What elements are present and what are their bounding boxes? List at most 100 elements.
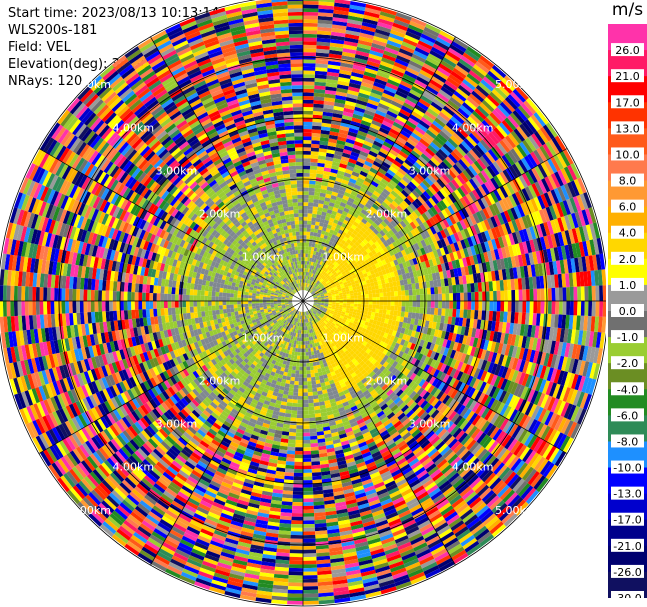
range-gate — [171, 301, 176, 308]
range-gate — [351, 284, 356, 288]
range-gate — [237, 307, 242, 312]
range-gate — [567, 164, 578, 181]
range-gate — [156, 293, 161, 301]
range-gate — [308, 187, 315, 192]
range-gate — [527, 153, 538, 168]
range-gate — [445, 183, 454, 194]
range-gate — [412, 257, 418, 265]
range-gate — [295, 154, 303, 159]
range-gate — [43, 301, 48, 315]
range-gate — [303, 187, 309, 192]
range-gate — [383, 263, 389, 270]
range-gate — [530, 151, 541, 166]
range-gate — [303, 161, 311, 166]
range-gate — [403, 267, 410, 274]
range-gate — [455, 259, 461, 269]
range-gate — [270, 302, 274, 305]
range-gate — [61, 301, 66, 314]
range-gate — [291, 88, 303, 93]
range-gate — [465, 167, 475, 179]
range-gate — [368, 290, 373, 295]
range-gate — [163, 293, 168, 301]
range-gate — [72, 301, 77, 314]
range-gate — [351, 274, 357, 279]
range-gate — [303, 224, 307, 228]
range-gate — [449, 243, 457, 253]
range-gate — [430, 294, 435, 301]
range-gate — [579, 271, 585, 287]
range-gate — [420, 247, 426, 256]
range-gate — [542, 207, 551, 222]
range-gate — [450, 178, 460, 190]
range-gate — [175, 307, 180, 315]
range-gate — [305, 253, 308, 258]
range-gate — [145, 309, 151, 318]
range-gate — [496, 124, 508, 138]
range-gate — [303, 37, 317, 42]
range-gate — [305, 246, 309, 250]
range-gate — [290, 66, 303, 71]
range-gate — [391, 265, 397, 272]
range-gate — [229, 293, 234, 298]
range-gate — [417, 275, 423, 283]
range-gate — [28, 301, 33, 316]
range-gate — [303, 235, 307, 239]
range-gate — [303, 165, 311, 170]
range-gate — [391, 254, 397, 261]
range-gate — [412, 289, 417, 296]
range-gate — [533, 112, 546, 127]
range-gate — [212, 310, 217, 316]
range-gate — [347, 282, 352, 287]
range-gate — [392, 281, 397, 287]
range-gate — [409, 203, 417, 212]
range-gate — [462, 217, 471, 229]
range-gate — [548, 261, 555, 275]
range-gate — [448, 285, 453, 294]
range-gate — [463, 238, 471, 248]
range-gate — [365, 248, 372, 254]
range-gate — [369, 278, 374, 283]
range-gate — [414, 276, 419, 284]
range-gate — [376, 276, 381, 282]
range-gate — [472, 254, 479, 265]
range-gate — [464, 266, 470, 276]
range-gate — [348, 285, 353, 289]
range-gate — [338, 290, 343, 294]
range-gate — [303, 26, 318, 31]
range-gate — [207, 296, 212, 301]
range-gate — [534, 131, 546, 146]
range-gate — [364, 294, 369, 298]
range-gate — [462, 257, 468, 267]
range-gate — [472, 273, 478, 283]
range-gate — [335, 299, 340, 301]
range-gate — [362, 280, 367, 285]
range-gate — [395, 264, 401, 271]
range-gate — [377, 245, 383, 252]
range-gate — [83, 289, 88, 301]
range-gate — [438, 255, 445, 265]
range-gate — [527, 264, 533, 278]
range-gate — [68, 301, 73, 314]
range-gate — [120, 291, 124, 301]
range-gate — [330, 290, 335, 294]
range-gate — [327, 293, 332, 296]
range-gate — [436, 222, 444, 232]
range-gate — [483, 219, 491, 231]
range-gate — [311, 140, 320, 145]
range-gate — [536, 147, 548, 162]
range-gate — [17, 286, 22, 301]
range-gate — [345, 288, 350, 292]
range-gate — [365, 253, 371, 260]
range-gate — [304, 260, 308, 265]
range-gate — [326, 290, 331, 294]
range-gate — [451, 191, 460, 202]
range-gate — [588, 207, 597, 224]
range-gate — [303, 55, 316, 60]
range-gate — [418, 214, 426, 224]
range-gate — [422, 190, 431, 200]
range-gate — [337, 271, 342, 276]
range-gate — [94, 301, 99, 312]
range-gate — [160, 293, 165, 301]
range-gate — [407, 265, 413, 273]
range-gate — [522, 289, 527, 301]
